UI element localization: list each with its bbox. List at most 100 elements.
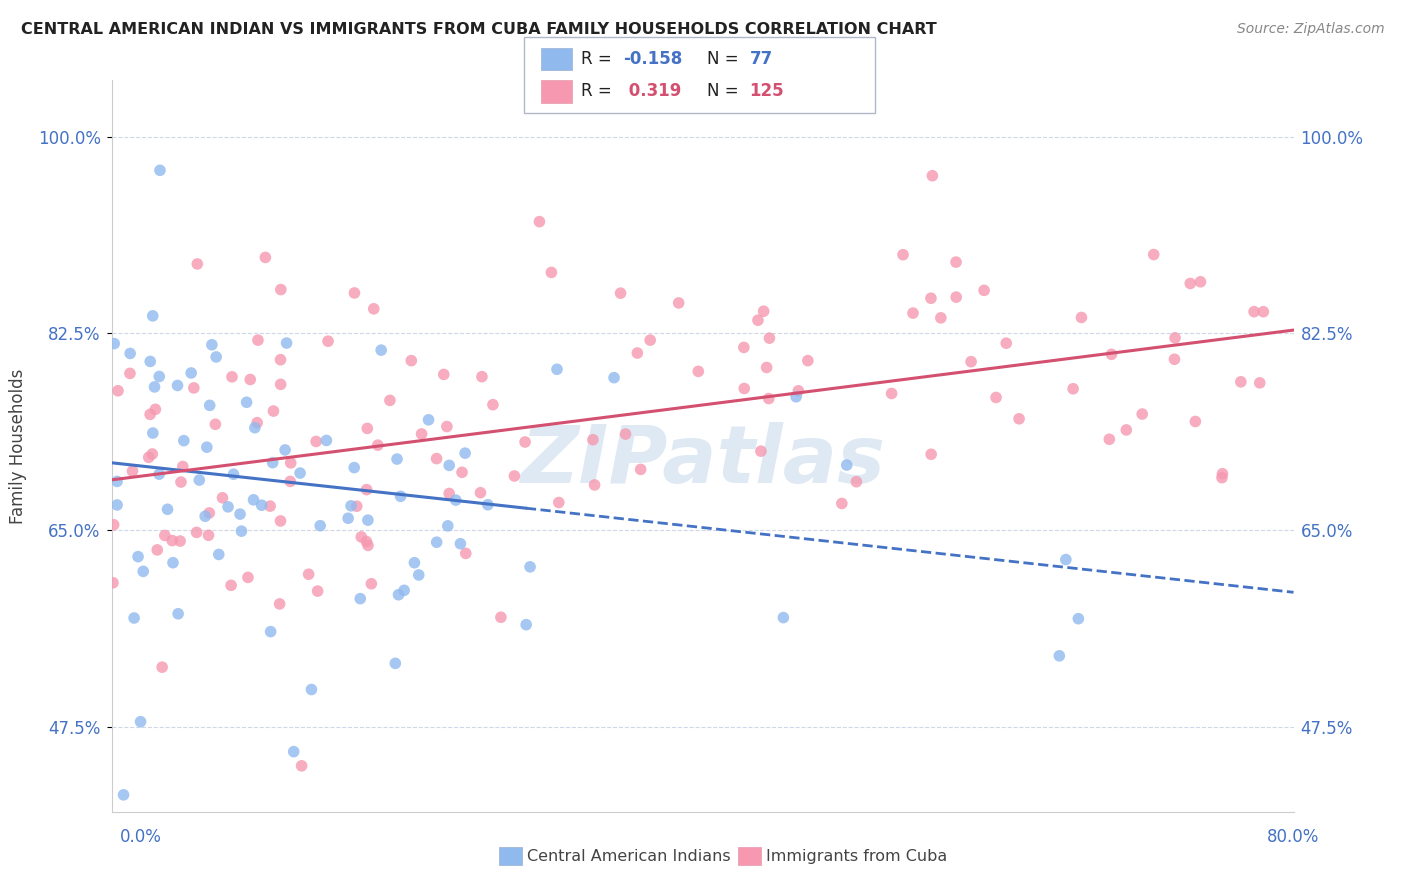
Point <box>901 306 924 320</box>
Point <box>235 395 257 409</box>
Point <box>219 578 242 592</box>
Text: CENTRAL AMERICAN INDIAN VS IMMIGRANTS FROM CUBA FAMILY HOUSEHOLDS CORRELATION CH: CENTRAL AMERICAN INDIAN VS IMMIGRANTS FR… <box>21 22 936 37</box>
Point <box>356 534 378 549</box>
Point <box>208 548 231 562</box>
Point <box>343 285 366 300</box>
Point <box>167 607 190 621</box>
Point <box>142 309 165 323</box>
Point <box>169 534 191 549</box>
Point <box>357 538 380 552</box>
Point <box>148 467 170 482</box>
Point <box>630 462 652 476</box>
Point <box>787 384 810 398</box>
Point <box>668 296 690 310</box>
Point <box>156 502 179 516</box>
Text: 80.0%: 80.0% <box>1267 828 1319 846</box>
Point <box>1163 352 1185 367</box>
Point <box>515 617 537 632</box>
Point <box>1230 375 1253 389</box>
Point <box>162 533 184 548</box>
Point <box>270 352 292 367</box>
Point <box>305 434 328 449</box>
Point <box>367 438 389 452</box>
Text: Source: ZipAtlas.com: Source: ZipAtlas.com <box>1237 22 1385 37</box>
Point <box>758 331 780 345</box>
Point <box>540 265 562 279</box>
Point <box>752 304 775 318</box>
Point <box>360 576 382 591</box>
Point <box>340 499 363 513</box>
Point <box>471 369 494 384</box>
Point <box>127 549 149 564</box>
Point <box>363 301 385 316</box>
Point <box>231 524 253 538</box>
Point <box>426 451 449 466</box>
Point <box>270 514 292 528</box>
Point <box>454 446 477 460</box>
Point <box>270 377 292 392</box>
Point <box>243 420 266 434</box>
Point <box>129 714 152 729</box>
Point <box>229 507 252 521</box>
Point <box>995 336 1018 351</box>
Point <box>153 528 176 542</box>
Point <box>180 366 202 380</box>
Point <box>141 447 163 461</box>
Point <box>357 513 380 527</box>
Point <box>437 486 460 500</box>
Point <box>1253 304 1275 318</box>
Text: 77: 77 <box>749 50 773 68</box>
Point <box>278 475 301 489</box>
Point <box>112 788 135 802</box>
Point <box>1249 376 1271 390</box>
Point <box>103 336 125 351</box>
Point <box>288 466 311 480</box>
Point <box>262 404 284 418</box>
Point <box>387 588 409 602</box>
Point <box>519 559 541 574</box>
Point <box>835 458 858 472</box>
Text: ZIPatlas: ZIPatlas <box>520 422 886 500</box>
Point <box>262 456 284 470</box>
Point <box>280 456 302 470</box>
Point <box>274 442 297 457</box>
Point <box>920 447 942 461</box>
Point <box>183 381 205 395</box>
Point <box>172 459 194 474</box>
Point <box>105 498 128 512</box>
Point <box>211 491 233 505</box>
Point <box>143 380 166 394</box>
Point <box>356 421 378 435</box>
Point <box>482 398 505 412</box>
Point <box>221 369 243 384</box>
Point <box>259 624 281 639</box>
Point <box>1211 471 1233 485</box>
Point <box>378 393 401 408</box>
Point <box>1115 423 1137 437</box>
Text: N =: N = <box>707 82 744 100</box>
Point <box>436 419 458 434</box>
Point <box>242 492 264 507</box>
Point <box>337 511 360 525</box>
Text: N =: N = <box>707 50 744 68</box>
Point <box>105 475 128 489</box>
Point <box>239 372 262 386</box>
Point <box>162 556 184 570</box>
Text: 0.319: 0.319 <box>623 82 682 100</box>
Point <box>283 745 305 759</box>
Point <box>408 568 430 582</box>
Point <box>733 382 755 396</box>
Point <box>758 392 780 406</box>
Point <box>250 498 273 512</box>
Point <box>1008 411 1031 425</box>
Text: 125: 125 <box>749 82 785 100</box>
Point <box>688 364 710 378</box>
Point <box>356 483 378 497</box>
Point <box>236 570 259 584</box>
Point <box>121 464 143 478</box>
Point <box>418 413 440 427</box>
Point <box>1047 648 1070 663</box>
Point <box>101 575 124 590</box>
Point <box>747 313 769 327</box>
Point <box>1180 277 1202 291</box>
